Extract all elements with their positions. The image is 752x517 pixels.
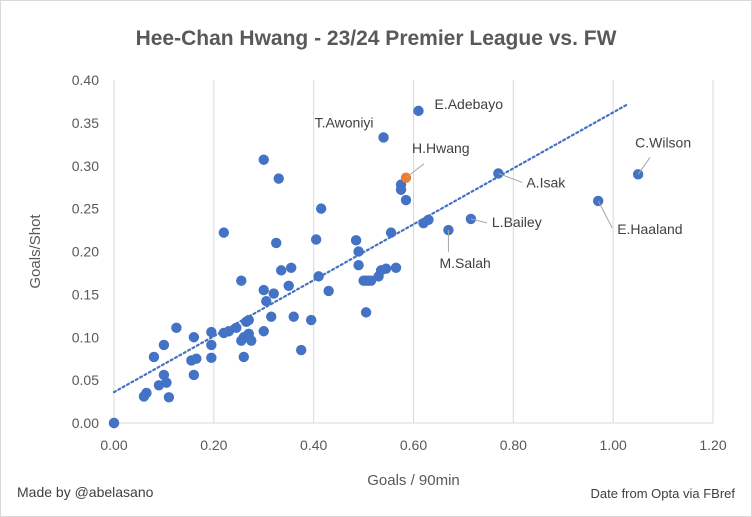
y-tick-label: 0.30 bbox=[72, 158, 99, 174]
y-axis-title: Goals/Shot bbox=[27, 214, 44, 289]
y-tick-label: 0.10 bbox=[72, 329, 99, 345]
data-point bbox=[206, 352, 217, 364]
trendline bbox=[112, 102, 630, 394]
data-point bbox=[266, 311, 277, 322]
data-point bbox=[313, 271, 324, 282]
data-point bbox=[268, 288, 279, 299]
data-point bbox=[283, 280, 294, 291]
data-point bbox=[258, 154, 269, 165]
y-tick-label: 0.00 bbox=[72, 415, 99, 431]
data-point bbox=[380, 263, 392, 274]
data-point bbox=[231, 322, 242, 334]
data-point bbox=[158, 339, 170, 351]
data-point bbox=[148, 351, 160, 363]
y-tick-label: 0.20 bbox=[72, 244, 99, 260]
data-point bbox=[273, 173, 284, 184]
author-credit: Made by @abelasano bbox=[17, 484, 154, 500]
chart-title: Hee-Chan Hwang - 23/24 Premier League vs… bbox=[135, 27, 617, 50]
data-point bbox=[360, 307, 372, 318]
data-point bbox=[288, 311, 299, 322]
data-point bbox=[261, 296, 272, 307]
data-point bbox=[206, 326, 217, 338]
point-label: E.Haaland bbox=[617, 221, 682, 237]
data-point bbox=[258, 284, 269, 296]
data-point bbox=[171, 322, 182, 334]
y-tick-label: 0.05 bbox=[72, 372, 99, 388]
data-point bbox=[276, 265, 287, 276]
x-axis-title: Goals / 90min bbox=[367, 472, 460, 489]
data-point bbox=[395, 184, 407, 195]
data-point bbox=[191, 353, 202, 364]
data-point bbox=[236, 275, 247, 286]
x-tick-label: 1.20 bbox=[699, 437, 726, 453]
data-point bbox=[141, 387, 152, 399]
data-point bbox=[315, 203, 327, 214]
data-point bbox=[258, 326, 269, 337]
y-tick-label: 0.25 bbox=[72, 201, 99, 217]
data-point bbox=[271, 237, 282, 249]
y-tick-label: 0.40 bbox=[72, 72, 99, 88]
x-tick-label: 0.20 bbox=[200, 437, 227, 453]
data-point bbox=[238, 351, 249, 363]
data-point bbox=[390, 262, 402, 273]
point-label: L.Bailey bbox=[492, 214, 542, 230]
x-tick-label: 0.80 bbox=[500, 437, 527, 453]
y-tick-label: 0.15 bbox=[72, 286, 99, 302]
y-tick-label: 0.35 bbox=[72, 115, 99, 131]
label-leader bbox=[637, 157, 651, 175]
point-label: C.Wilson bbox=[635, 134, 691, 150]
point-label: T.Awoniyi bbox=[315, 114, 374, 130]
data-point bbox=[305, 314, 317, 326]
data-source-credit: Date from Opta via FBref bbox=[590, 486, 736, 501]
data-point bbox=[353, 260, 364, 271]
point-label: E.Adebayo bbox=[434, 96, 503, 112]
point-label: M.Salah bbox=[439, 255, 490, 271]
data-point bbox=[323, 285, 334, 297]
label-leader bbox=[470, 218, 488, 224]
data-point bbox=[378, 132, 389, 143]
label-leader bbox=[597, 200, 613, 229]
data-point bbox=[295, 344, 307, 356]
data-point bbox=[108, 417, 120, 429]
x-tick-label: 1.00 bbox=[600, 437, 627, 453]
data-point bbox=[163, 392, 175, 403]
point-label: A.Isak bbox=[526, 174, 566, 190]
data-point bbox=[188, 369, 200, 381]
x-tick-label: 0.00 bbox=[100, 437, 127, 453]
data-point bbox=[286, 262, 297, 273]
label-leader bbox=[498, 172, 523, 183]
data-point bbox=[243, 314, 254, 326]
data-point bbox=[188, 332, 200, 343]
data-point bbox=[385, 227, 397, 238]
data-point bbox=[423, 214, 434, 225]
data-point bbox=[218, 227, 230, 238]
label-leader bbox=[405, 163, 425, 179]
data-point bbox=[353, 246, 364, 257]
data-point bbox=[246, 335, 257, 346]
data-point bbox=[206, 339, 217, 351]
data-point bbox=[310, 234, 322, 245]
data-point bbox=[161, 377, 172, 388]
data-point bbox=[400, 194, 412, 206]
data-point bbox=[413, 105, 424, 117]
x-tick-label: 0.40 bbox=[300, 437, 327, 453]
data-point bbox=[350, 235, 362, 246]
point-label: H.Hwang bbox=[412, 140, 470, 156]
x-tick-label: 0.60 bbox=[400, 437, 427, 453]
